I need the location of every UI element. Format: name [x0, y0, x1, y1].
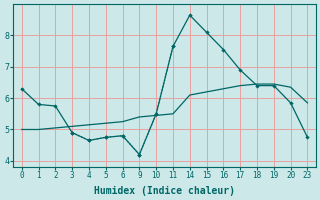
- X-axis label: Humidex (Indice chaleur): Humidex (Indice chaleur): [94, 186, 235, 196]
